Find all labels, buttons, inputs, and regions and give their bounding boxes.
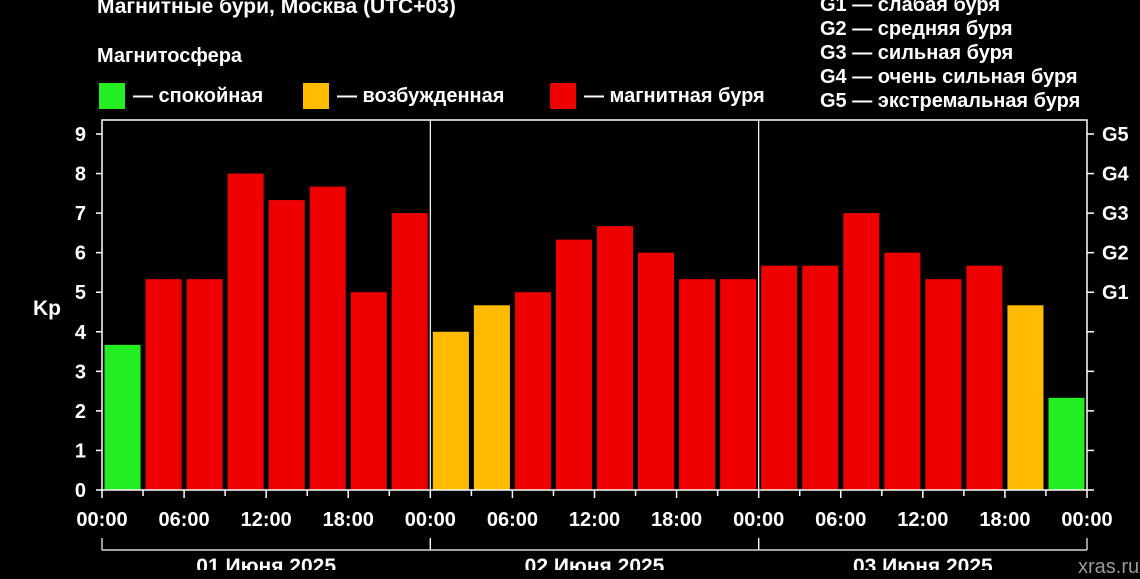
y-tick-label: 6 bbox=[75, 243, 86, 265]
bar bbox=[514, 292, 551, 490]
bar bbox=[1007, 305, 1044, 490]
bar bbox=[432, 331, 469, 490]
bar bbox=[309, 186, 346, 490]
x-tick-label: 12:00 bbox=[569, 509, 620, 531]
x-tick-label: 06:00 bbox=[159, 509, 210, 531]
g-scale-g4: G4 — очень сильная буря bbox=[820, 66, 1078, 88]
g-scale-legend: G1 — слабая буря G2 — средняя буря G3 — … bbox=[820, 0, 1080, 113]
g-tick-label: G4 bbox=[1102, 164, 1130, 186]
bar bbox=[884, 252, 921, 490]
legend-subtitle: Магнитосфера bbox=[97, 45, 243, 67]
bar bbox=[966, 265, 1003, 490]
y-tick-label: 7 bbox=[75, 203, 86, 225]
legend-label-quiet: — спокойная bbox=[133, 84, 264, 107]
bar bbox=[391, 213, 428, 490]
legend-swatch-quiet bbox=[99, 83, 125, 109]
g-tick-label: G2 bbox=[1102, 243, 1129, 265]
chart-title: Магнитные бури, Москва (UTC+03) bbox=[97, 0, 456, 18]
x-tick-label: 12:00 bbox=[241, 509, 292, 531]
x-tick-label: 00:00 bbox=[1061, 509, 1112, 531]
y-tick-label: 3 bbox=[75, 361, 86, 383]
watermark: xras.ru bbox=[1078, 556, 1140, 578]
g-scale-g2: G2 — средняя буря bbox=[820, 18, 1013, 40]
x-tick-label: 00:00 bbox=[733, 509, 784, 531]
bar bbox=[145, 279, 182, 490]
bar bbox=[761, 265, 798, 490]
x-tick-label: 12:00 bbox=[897, 509, 948, 531]
day-label: 03 Июня 2025 bbox=[853, 555, 993, 570]
bar bbox=[473, 305, 510, 490]
bar bbox=[1048, 397, 1085, 490]
x-tick-label: 00:00 bbox=[405, 509, 456, 531]
bar bbox=[227, 173, 264, 491]
x-tick-label: 18:00 bbox=[979, 509, 1030, 531]
bar bbox=[186, 279, 223, 490]
bar bbox=[268, 200, 305, 490]
y-tick-label: 0 bbox=[75, 480, 86, 502]
g-tick-label: G5 bbox=[1102, 124, 1129, 146]
g-scale-g5: G5 — экстремальная буря bbox=[820, 90, 1081, 112]
day-label: 02 Июня 2025 bbox=[525, 555, 665, 570]
bar bbox=[843, 213, 880, 490]
x-tick-label: 06:00 bbox=[487, 509, 538, 531]
g-tick-label: G3 bbox=[1102, 203, 1129, 225]
y-tick-label: 9 bbox=[75, 124, 86, 146]
legend-swatch-unsettled bbox=[303, 83, 329, 109]
bar bbox=[638, 252, 675, 490]
x-tick-label: 18:00 bbox=[323, 509, 374, 531]
legend-item-storm: — магнитная буря bbox=[550, 83, 765, 109]
g-tick-label: G1 bbox=[1102, 282, 1129, 304]
bar bbox=[350, 292, 387, 490]
bar bbox=[720, 279, 757, 490]
g-scale-g3: G3 — сильная буря bbox=[820, 42, 1014, 64]
legend-item-unsettled: — возбужденная bbox=[303, 83, 504, 109]
y-tick-label: 4 bbox=[75, 322, 87, 344]
y-axis-label: Kp bbox=[33, 297, 61, 320]
legend-label-storm: — магнитная буря bbox=[584, 84, 765, 107]
legend-item-quiet: — спокойная bbox=[99, 83, 263, 109]
y-tick-label: 5 bbox=[75, 282, 86, 304]
bar bbox=[597, 226, 634, 491]
y-tick-label: 8 bbox=[75, 164, 86, 186]
day-label: 01 Июня 2025 bbox=[196, 555, 336, 570]
bar bbox=[555, 239, 592, 490]
bar bbox=[104, 344, 141, 490]
y-tick-label: 2 bbox=[75, 401, 86, 423]
bar bbox=[925, 279, 962, 490]
bar bbox=[802, 265, 839, 490]
g-scale-g1: G1 — слабая буря bbox=[820, 0, 1001, 16]
legend-label-unsettled: — возбужденная bbox=[337, 84, 505, 107]
x-tick-label: 18:00 bbox=[651, 509, 702, 531]
y-tick-label: 1 bbox=[75, 440, 86, 462]
x-tick-label: 00:00 bbox=[76, 509, 127, 531]
bar bbox=[679, 279, 716, 490]
legend-swatch-storm bbox=[550, 83, 576, 109]
x-tick-label: 06:00 bbox=[815, 509, 866, 531]
